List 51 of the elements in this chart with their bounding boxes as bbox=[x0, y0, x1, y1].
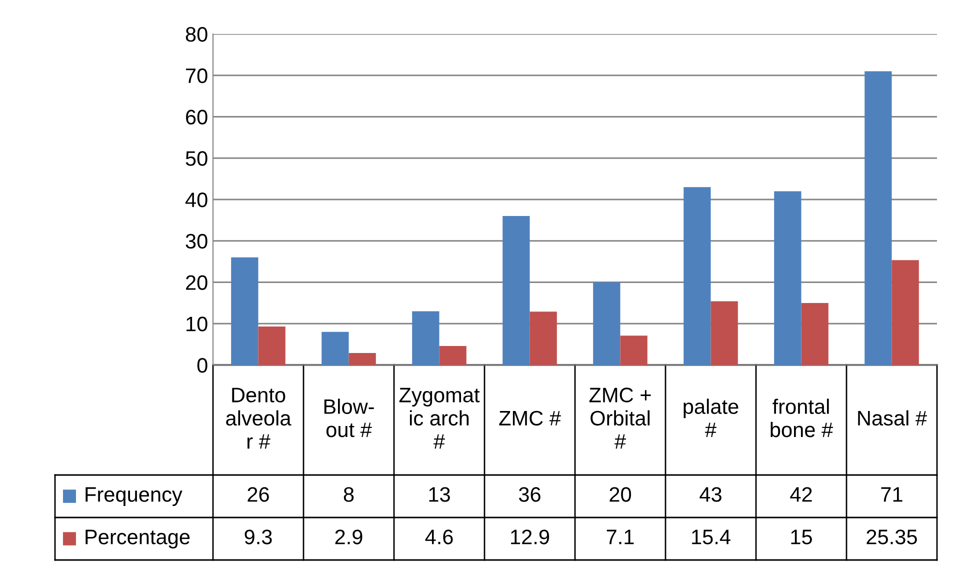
bar bbox=[258, 326, 286, 365]
bar bbox=[801, 302, 828, 365]
y-tick-label: 70 bbox=[186, 68, 208, 84]
bar bbox=[710, 301, 738, 365]
x-tick-label: ZMC + Orbital # bbox=[589, 388, 651, 449]
data-label: 15 bbox=[791, 530, 812, 544]
x-tick-label: palate # bbox=[684, 398, 738, 437]
y-tick-label: 20 bbox=[186, 275, 208, 290]
data-label: 9.3 bbox=[244, 530, 272, 544]
data-label: 8 bbox=[344, 487, 354, 502]
bar bbox=[892, 260, 919, 365]
bar bbox=[439, 346, 466, 365]
x-tick-label: Zygomatic arch # bbox=[399, 388, 480, 449]
data-label: 12.9 bbox=[511, 530, 550, 544]
bar bbox=[502, 216, 530, 365]
bar bbox=[684, 187, 711, 365]
data-label: 15.4 bbox=[692, 530, 730, 544]
bar bbox=[348, 353, 376, 365]
data-label: 42 bbox=[790, 487, 812, 502]
bar bbox=[620, 336, 648, 365]
data-label: 4.6 bbox=[425, 530, 453, 544]
bar bbox=[864, 71, 892, 365]
y-tick-label: 80 bbox=[186, 27, 208, 42]
x-tick-label: Blow-out # bbox=[324, 398, 374, 438]
data-label: 13 bbox=[429, 487, 450, 502]
data-label: 20 bbox=[610, 487, 632, 502]
data-label: 36 bbox=[518, 487, 540, 502]
data-label: 7.1 bbox=[606, 530, 634, 544]
bar bbox=[231, 257, 258, 365]
data-label: 71 bbox=[881, 487, 902, 502]
data-label: 26 bbox=[248, 487, 269, 502]
bar bbox=[322, 332, 349, 365]
bar bbox=[774, 191, 802, 365]
bar bbox=[530, 312, 557, 365]
legend-label: Frequency bbox=[86, 487, 182, 506]
y-tick-label: 10 bbox=[186, 316, 208, 332]
y-tick-label: 40 bbox=[185, 192, 208, 208]
x-tick-label: frontal bone # bbox=[770, 398, 834, 438]
y-tick-label: 30 bbox=[186, 234, 208, 249]
data-label: 25.35 bbox=[866, 530, 917, 544]
data-label: 43 bbox=[700, 487, 722, 502]
bar bbox=[412, 311, 440, 365]
x-tick-label: Dento alveolar # bbox=[226, 388, 292, 449]
x-tick-label: Nasal # bbox=[858, 410, 927, 426]
y-tick-label: 60 bbox=[186, 110, 208, 125]
y-tick-label: 0 bbox=[197, 358, 208, 373]
y-tick-label: 50 bbox=[186, 151, 208, 166]
x-tick-label: ZMC # bbox=[499, 410, 561, 426]
legend-label: Percentage bbox=[86, 530, 190, 548]
bar bbox=[593, 282, 620, 365]
data-label: 2.9 bbox=[335, 530, 362, 544]
